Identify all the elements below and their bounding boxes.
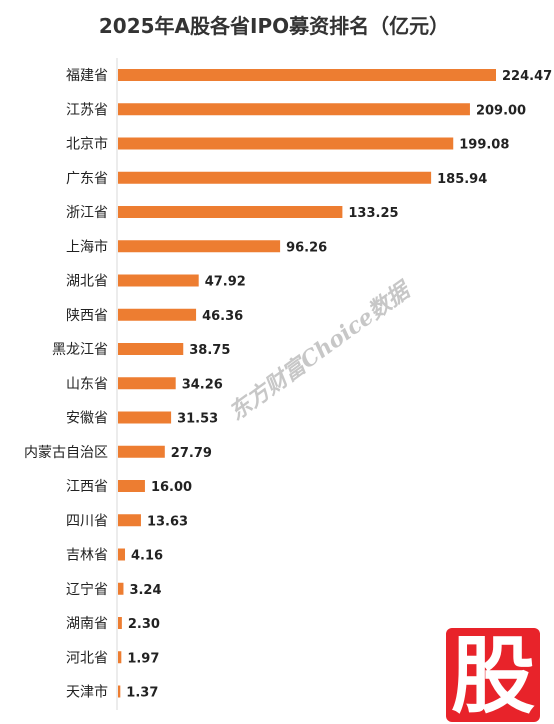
bar [118, 514, 141, 527]
bar [118, 480, 145, 492]
bar [118, 343, 184, 355]
category-label: 山东省 [66, 376, 108, 392]
brand-badge: 股 [446, 627, 540, 724]
bar [118, 103, 470, 116]
data-labels: 224.47 209.00 199.08 185.94 133.25 96.26 47.92… [126, 69, 552, 701]
category-label: 吉林省 [66, 548, 108, 564]
data-label: 46.36 [202, 309, 243, 324]
bar [118, 308, 197, 321]
bar [118, 206, 343, 218]
data-label: 209.00 [476, 103, 526, 118]
bars-layer [118, 69, 496, 698]
category-label: 四川省 [66, 513, 108, 529]
bar [118, 171, 432, 184]
category-label: 广东省 [66, 171, 108, 187]
category-label: 浙江省 [66, 205, 108, 221]
category-label: 内蒙古自治区 [24, 445, 108, 461]
category-label: 辽宁省 [66, 581, 108, 598]
data-label: 4.16 [131, 549, 163, 564]
category-label: 黑龙江省 [52, 342, 108, 358]
category-label: 天津市 [66, 684, 108, 701]
bar [118, 548, 126, 561]
bar [118, 617, 122, 629]
category-labels: 福建省江苏省北京市广东省浙江省上海市湖北省陕西省黑龙江省山东省安徽省内蒙古自治区… [24, 68, 108, 701]
bar [118, 651, 122, 664]
data-label: 34.26 [182, 377, 223, 392]
bar [118, 411, 172, 424]
category-label: 陕西省 [66, 308, 108, 324]
chart-title: 2025年A股各省IPO募资排名（亿元） [99, 14, 449, 38]
data-label: 96.26 [286, 240, 327, 255]
watermark: 东方财富Choice数据 [224, 276, 417, 426]
category-label: 北京市 [66, 136, 108, 153]
category-label: 湖北省 [66, 274, 108, 290]
data-label: 3.24 [129, 583, 161, 598]
bar [118, 685, 121, 698]
data-label: 38.75 [189, 343, 230, 358]
bar [118, 582, 124, 595]
bar [118, 69, 496, 81]
brand-glyph: 股 [451, 627, 535, 724]
data-label: 185.94 [437, 172, 487, 187]
data-label: 224.47 [502, 69, 552, 84]
category-label: 福建省 [66, 68, 108, 84]
category-label: 湖南省 [66, 616, 108, 632]
bar [118, 445, 165, 458]
data-label: 2.30 [128, 617, 160, 632]
data-label: 16.00 [151, 480, 192, 495]
category-label: 江苏省 [66, 102, 108, 118]
bar [118, 274, 199, 287]
bar [118, 377, 176, 390]
category-label: 河北省 [66, 650, 108, 666]
data-label: 199.08 [459, 138, 509, 153]
data-label: 13.63 [147, 514, 188, 529]
data-label: 1.97 [127, 651, 159, 666]
bar [118, 240, 281, 253]
bar [118, 137, 454, 150]
data-label: 31.53 [177, 412, 218, 427]
category-label: 上海市 [66, 238, 108, 255]
category-label: 江西省 [66, 479, 108, 495]
category-label: 安徽省 [66, 411, 108, 427]
brand-badge-box [446, 628, 540, 722]
data-label: 133.25 [348, 206, 398, 221]
data-label: 47.92 [205, 275, 246, 290]
data-label: 1.37 [126, 686, 158, 701]
data-label: 27.79 [171, 446, 212, 461]
